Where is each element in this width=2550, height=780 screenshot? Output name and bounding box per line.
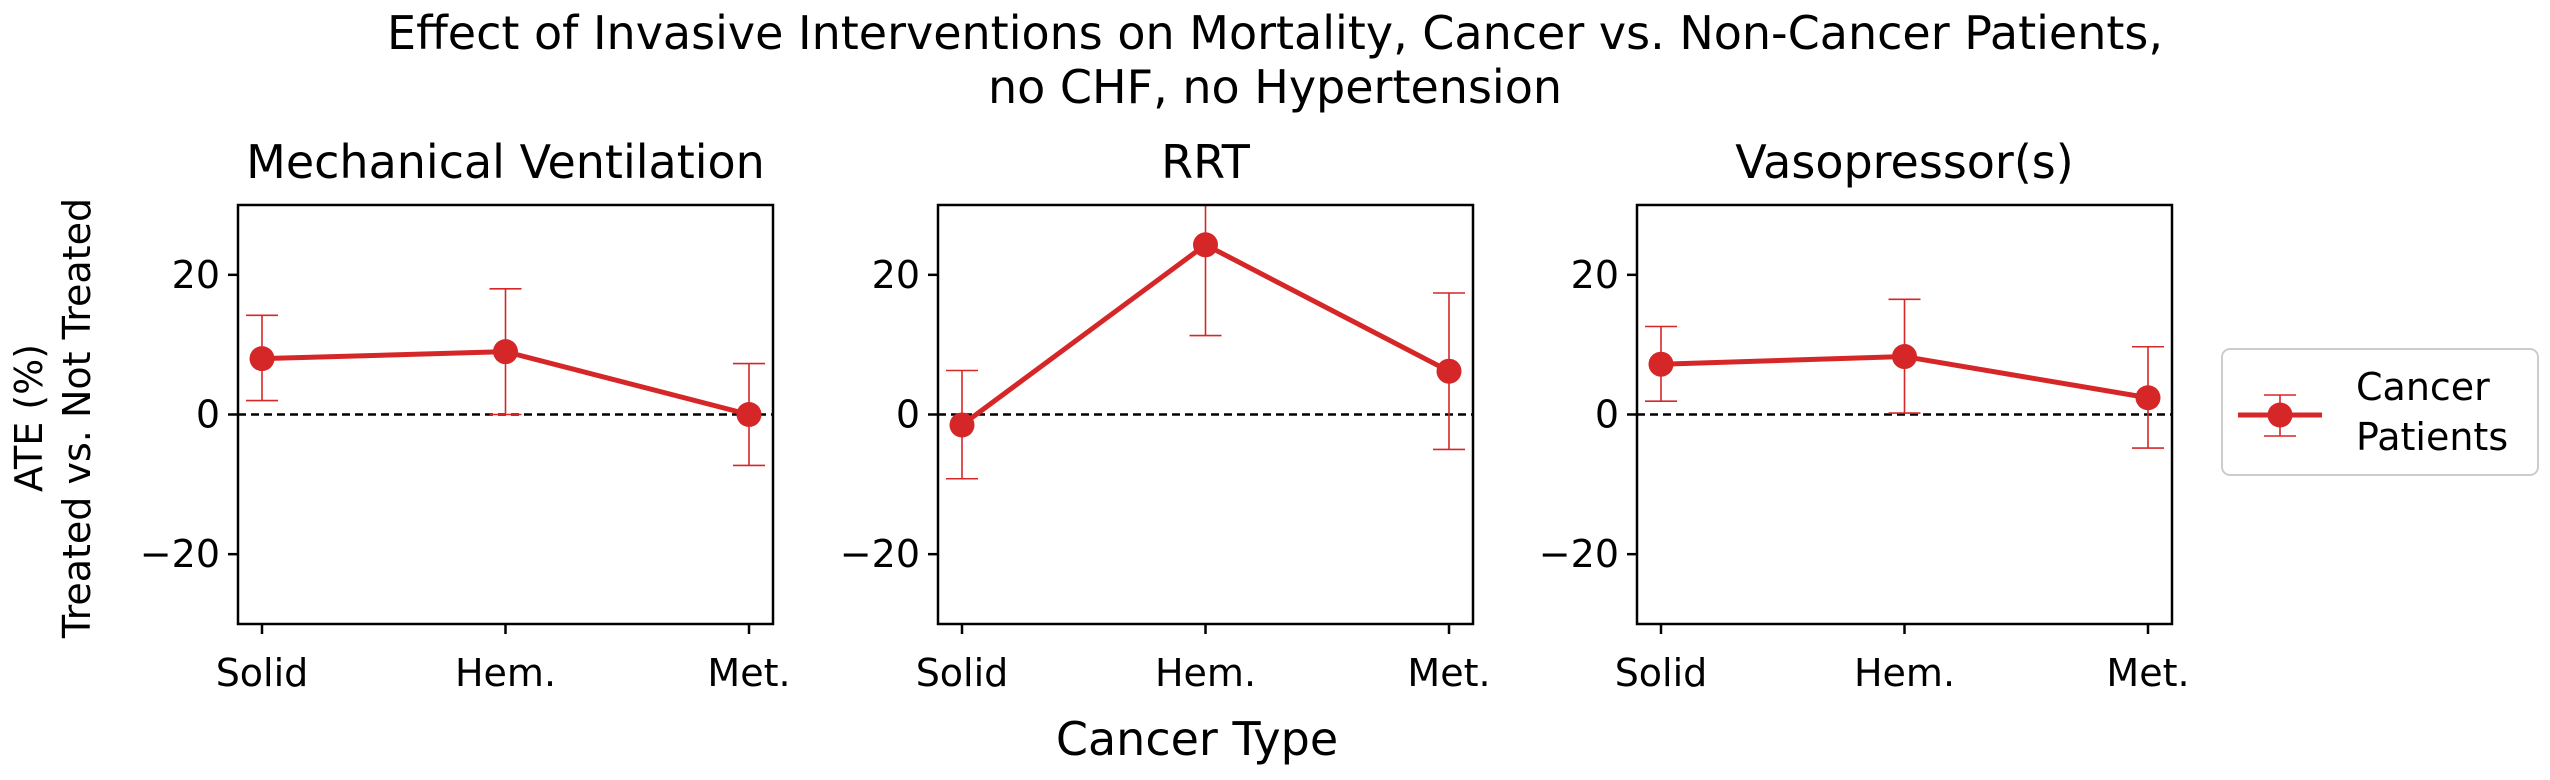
x-axis-label: Cancer Type	[1056, 712, 1338, 766]
y-tick-label: 20	[1571, 253, 1619, 297]
y-tick-label: 0	[1595, 393, 1619, 437]
subplot-title: RRT	[1161, 135, 1251, 189]
x-tick-label: Solid	[1615, 651, 1708, 695]
axes-frame	[936, 203, 1475, 626]
axes-frame	[1635, 203, 2174, 626]
series-cancer-patients	[1645, 298, 2164, 449]
subplot-3: Vasopressor(s) −20 0 20 Solid Hem. Met.	[1539, 135, 2190, 695]
y-axis-label-line-1: ATE (%)	[7, 344, 51, 492]
legend: Cancer Patients	[2221, 348, 2539, 476]
data-point	[2135, 385, 2161, 411]
x-tick-label: Hem.	[1155, 651, 1256, 695]
y-tick-label: −20	[840, 532, 920, 576]
data-point	[1648, 351, 1674, 377]
y-axis-label-line-2: Treated vs. Not Treated	[55, 198, 99, 639]
data-point	[493, 339, 518, 365]
subplot-2: RRT −20 0 20 Solid Hem. Met.	[840, 135, 1491, 695]
x-tick-label: Solid	[916, 651, 1009, 695]
x-tick-label: Met.	[707, 651, 790, 695]
axes-frame	[236, 203, 775, 626]
data-point	[1436, 358, 1462, 384]
y-axis-label: ATE (%) Treated vs. Not Treated	[7, 198, 99, 639]
x-tick-label: Hem.	[455, 651, 556, 695]
y-tick-label: 20	[872, 253, 920, 297]
series-cancer-patients	[946, 205, 1465, 480]
subplot-title: Mechanical Ventilation	[246, 135, 765, 189]
figure-title-line-1: Effect of Invasive Interventions on Mort…	[387, 6, 2163, 60]
x-tick-label: Hem.	[1854, 651, 1955, 695]
x-tick-label: Solid	[216, 651, 309, 695]
figure-title-line-2: no CHF, no Hypertension	[987, 60, 1562, 114]
y-tick-label: −20	[1539, 532, 1619, 576]
y-tick-label: −20	[140, 532, 220, 576]
data-point	[949, 412, 975, 438]
series-cancer-patients	[246, 287, 765, 467]
subplot-title: Vasopressor(s)	[1735, 135, 2073, 189]
legend-marker	[2238, 394, 2322, 437]
legend-point	[2267, 402, 2293, 428]
data-point	[1892, 344, 1917, 370]
y-tick-label: 0	[196, 393, 220, 437]
data-point	[1193, 232, 1218, 258]
legend-frame	[2221, 348, 2539, 476]
legend-label-line-1: Cancer	[2356, 365, 2490, 409]
legend-label-line-2: Patients	[2356, 415, 2508, 459]
subplot-panels: Mechanical Ventilation −20 0 20 Solid Hem. Met…	[140, 135, 2190, 695]
x-tick-label: Met.	[2106, 651, 2189, 695]
y-tick-label: 0	[896, 393, 920, 437]
data-point	[249, 346, 275, 372]
data-point	[736, 402, 762, 427]
x-tick-label: Met.	[1407, 651, 1490, 695]
subplot-1: Mechanical Ventilation −20 0 20 Solid Hem. Met…	[140, 135, 791, 695]
y-tick-label: 20	[172, 253, 220, 297]
